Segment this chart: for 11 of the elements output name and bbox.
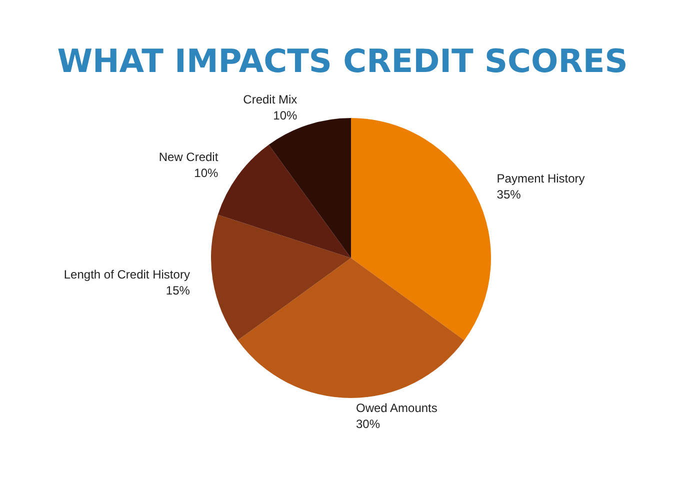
data-label: 15% xyxy=(166,284,190,298)
data-label: 30% xyxy=(356,417,380,431)
slice-label: Owed Amounts xyxy=(356,401,438,415)
slice-label: New Credit xyxy=(158,150,219,164)
chart-title: WHAT IMPACTS CREDIT SCORES xyxy=(57,42,628,80)
slice-label: Payment History xyxy=(496,171,585,186)
data-label: 10% xyxy=(194,166,218,180)
slice-label: Credit Mix xyxy=(243,92,298,107)
data-label: 35% xyxy=(496,187,522,202)
data-label: 10% xyxy=(273,108,298,123)
slice-label: Length of Credit History xyxy=(64,268,190,282)
